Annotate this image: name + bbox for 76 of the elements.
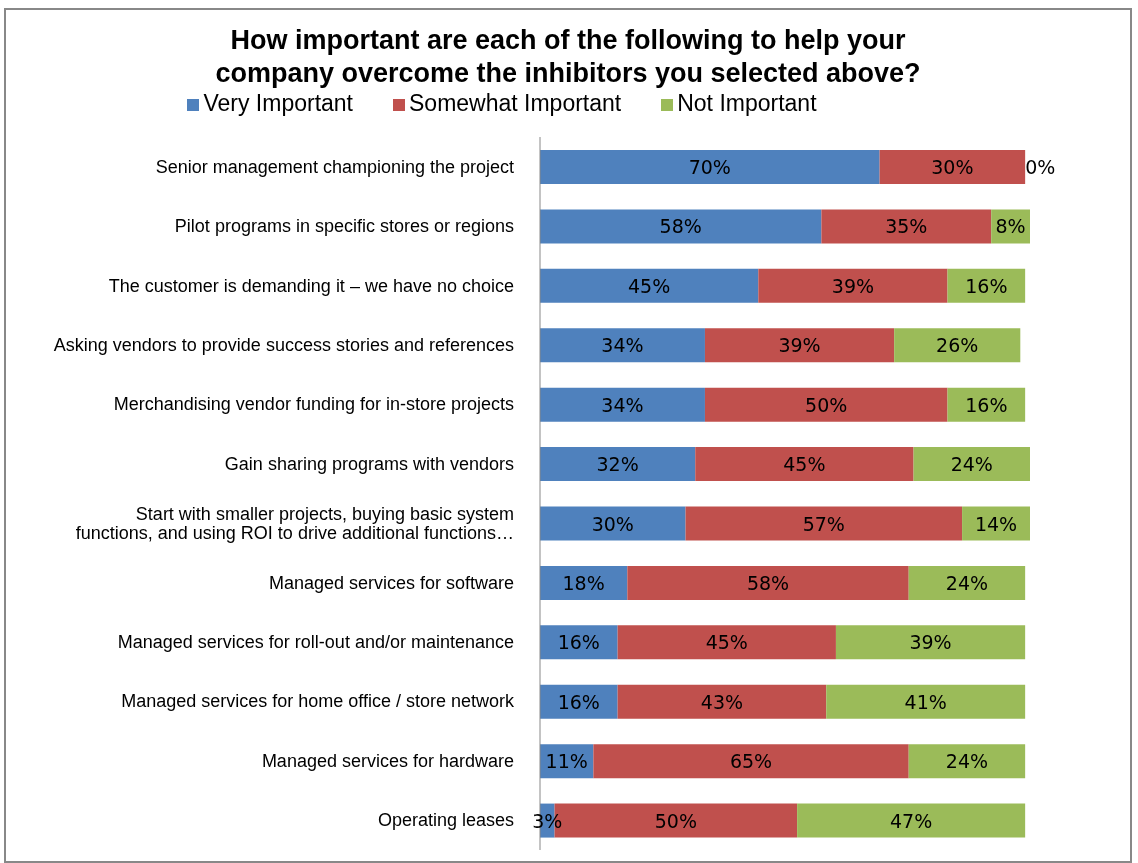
chart-title: How important are each of the following to help your company overcome the inhibitors you selected above? <box>214 24 922 90</box>
y-tick-label: Start with smaller projects, buying basic system functions, and using ROI to drive additional functions… <box>75 503 514 543</box>
bar <box>617 684 827 719</box>
bar <box>617 625 836 660</box>
y-tick-label: Managed services for hardware <box>261 750 514 771</box>
data-label: 30% <box>931 156 974 178</box>
data-label: 45% <box>705 631 748 654</box>
y-tick-label: Operating leases <box>377 810 514 831</box>
data-label: 45% <box>783 453 826 476</box>
data-label: 34% <box>601 334 644 357</box>
bar <box>821 209 992 244</box>
y-tick-label: Managed services for home office / store network <box>121 691 515 712</box>
bar <box>540 268 759 303</box>
bar <box>540 150 880 184</box>
bar <box>593 744 909 779</box>
legend-label: Very Important <box>203 90 353 116</box>
data-label: 26% <box>936 334 979 357</box>
data-label: 0% <box>1025 156 1056 178</box>
bar <box>685 506 963 541</box>
data-label: 70% <box>688 156 731 178</box>
data-label: 24% <box>950 453 993 476</box>
bar <box>540 387 705 422</box>
y-tick-label: Managed services for roll-out and/or maintenance <box>117 632 514 653</box>
bar <box>835 625 1026 660</box>
bar <box>540 506 686 541</box>
data-label: 57% <box>802 512 845 535</box>
bar <box>879 150 1026 184</box>
legend-label: Somewhat Important <box>409 90 622 116</box>
data-label: 45% <box>628 274 671 297</box>
data-label: 39% <box>778 334 821 357</box>
y-tick-label: Gain sharing programs with vendors <box>224 453 514 474</box>
data-label: 41% <box>904 690 947 713</box>
data-label: 65% <box>729 750 773 773</box>
data-label: 24% <box>945 571 989 594</box>
data-label: 16% <box>557 631 600 654</box>
y-tick-label: Senior management championing the project <box>155 156 514 177</box>
data-label: 50% <box>654 809 697 832</box>
data-label: 30% <box>591 512 634 535</box>
data-label: 16% <box>557 690 600 713</box>
bar <box>704 387 948 422</box>
data-label: 8% <box>995 215 1026 238</box>
bar <box>913 447 1030 482</box>
data-label: 16% <box>965 274 1008 297</box>
bar <box>908 744 1026 779</box>
bar <box>758 268 948 303</box>
bar <box>894 328 1021 363</box>
data-label: 47% <box>890 809 933 832</box>
data-label: 43% <box>700 690 744 713</box>
data-label: 50% <box>805 393 848 416</box>
data-label: 32% <box>596 453 639 476</box>
data-label: 58% <box>746 571 790 594</box>
bar <box>540 447 696 482</box>
y-tick-label: Managed services for software <box>268 572 514 593</box>
y-tick-label: Merchandising vendor funding for in-store projects <box>113 394 514 415</box>
legend-label: Not Important <box>677 90 817 116</box>
bar <box>797 803 1026 838</box>
data-label: 58% <box>659 215 702 238</box>
data-label: 16% <box>965 393 1008 416</box>
y-tick-label: The customer is demanding it – we have no choice <box>108 275 514 296</box>
data-label: 39% <box>909 631 952 654</box>
data-label: 14% <box>974 512 1018 535</box>
data-label: 11% <box>545 750 588 773</box>
bar <box>695 447 914 482</box>
data-label: 34% <box>601 393 644 416</box>
data-label: 35% <box>885 215 928 238</box>
data-label: 24% <box>945 750 989 773</box>
bar <box>908 565 1026 600</box>
data-label: 18% <box>562 571 605 594</box>
data-label: 39% <box>831 274 875 297</box>
bar <box>704 328 895 363</box>
y-tick-label: Pilot programs in specific stores or regions <box>174 216 514 237</box>
bar <box>540 209 822 244</box>
bar <box>627 565 909 600</box>
bar <box>826 684 1026 719</box>
bar <box>540 328 705 363</box>
y-tick-label: Asking vendors to provide success stories and references <box>53 334 514 355</box>
